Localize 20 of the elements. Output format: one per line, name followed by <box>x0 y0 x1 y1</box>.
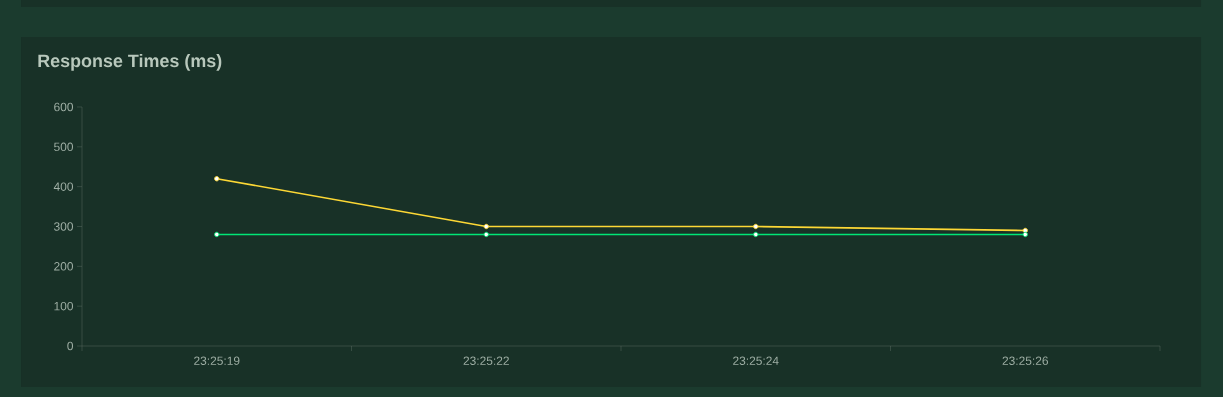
point <box>483 231 489 238</box>
point <box>214 231 220 238</box>
y-tick-label: 600 <box>54 102 74 112</box>
y-tick-label: 0 <box>67 341 74 351</box>
point <box>214 176 220 182</box>
chart-title: Response Times (ms) <box>38 54 222 71</box>
point <box>753 231 759 238</box>
x-tick-label: 23:25:22 <box>463 356 509 365</box>
y-tick-label: 500 <box>54 142 74 152</box>
y-tick-label: 200 <box>54 262 74 271</box>
y-tick-label: 300 <box>53 222 74 231</box>
y-tick-label: 400 <box>53 182 74 191</box>
point <box>753 223 759 230</box>
point <box>1022 227 1028 234</box>
point <box>483 223 489 230</box>
x-tick-label: 23:25:19 <box>194 356 240 365</box>
point <box>1022 231 1028 238</box>
x-tick-label: 23:25:24 <box>733 356 779 365</box>
y-tick-label: 100 <box>54 301 74 311</box>
x-tick-label: 23:25:26 <box>1002 356 1048 365</box>
